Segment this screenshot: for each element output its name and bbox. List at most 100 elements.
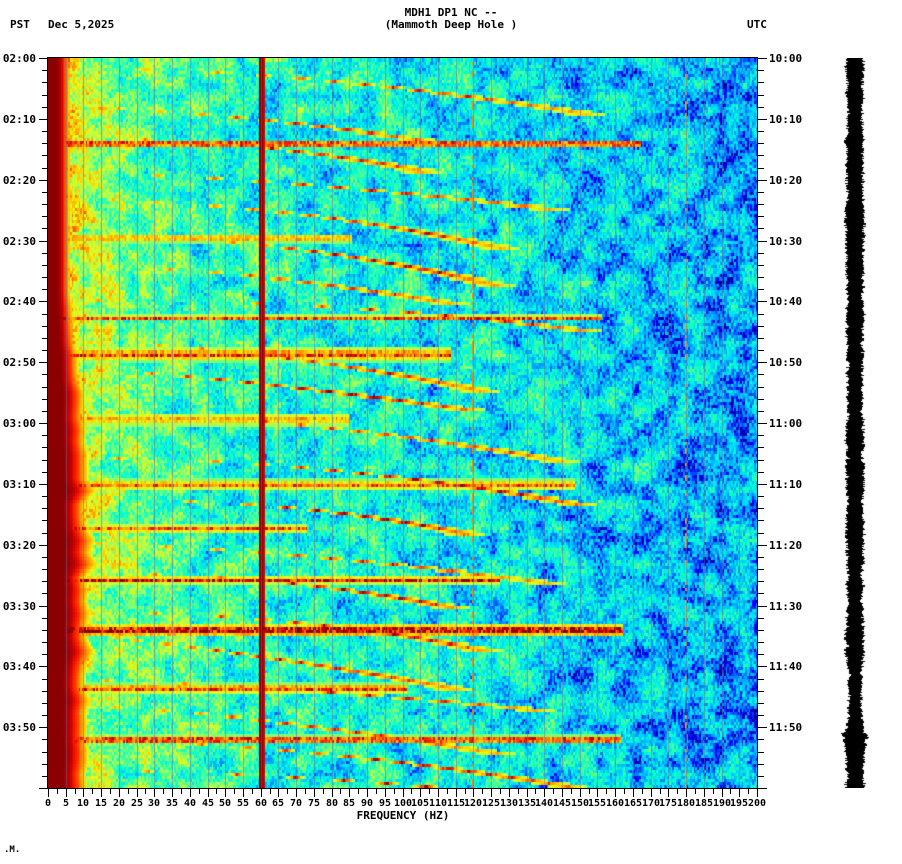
y-axis-tick	[42, 399, 48, 400]
x-axis-minor-tick	[57, 789, 58, 794]
y-axis-tick	[42, 131, 48, 132]
y-axis-tick	[42, 435, 48, 436]
y-axis-tick	[758, 241, 767, 242]
y-axis-tick	[758, 399, 764, 400]
x-axis-frequency-label: 165	[623, 798, 643, 809]
x-axis-tick	[83, 789, 84, 797]
y-axis-tick	[42, 326, 48, 327]
y-axis-tick	[42, 460, 48, 461]
x-axis-frequency-label: 95	[378, 798, 392, 809]
y-axis-tick	[758, 253, 764, 254]
x-axis-minor-tick	[730, 789, 731, 794]
x-axis-tick	[314, 789, 315, 797]
y-axis-tick	[42, 654, 48, 655]
y-axis-right-line	[757, 58, 758, 789]
x-axis-frequency-label: 145	[552, 798, 572, 809]
y-axis-tick	[758, 776, 764, 777]
y-axis-tick	[42, 776, 48, 777]
x-axis-tick	[66, 789, 67, 797]
y-axis-tick	[42, 387, 48, 388]
x-axis-tick	[456, 789, 457, 797]
x-axis-frequency-label: 100	[393, 798, 413, 809]
station-code-title: MDH1 DP1 NC --	[404, 6, 498, 19]
x-axis-frequency-label: 170	[641, 798, 661, 809]
y-axis-tick	[758, 228, 764, 229]
station-name-title: (Mammoth Deep Hole )	[384, 18, 518, 31]
timezone-right-label: UTC	[747, 18, 767, 31]
x-axis-tick	[722, 789, 723, 797]
spectrogram-canvas	[48, 58, 757, 788]
y-axis-tick	[39, 727, 48, 728]
x-axis-frequency-label: 120	[463, 798, 483, 809]
x-axis-minor-tick	[624, 789, 625, 794]
x-axis-frequency-label: 30	[147, 798, 161, 809]
x-axis-tick	[332, 789, 333, 797]
y-axis-tick	[42, 496, 48, 497]
y-axis-tick	[758, 679, 764, 680]
x-axis-tick	[527, 789, 528, 797]
y-axis-tick	[42, 107, 48, 108]
y-axis-tick	[758, 715, 764, 716]
y-axis-tick	[42, 95, 48, 96]
y-axis-tick	[758, 119, 767, 120]
x-axis-frequency-label: 80	[325, 798, 339, 809]
y-axis-right-time-label: 10:00	[769, 52, 803, 65]
y-axis-tick	[758, 545, 767, 546]
y-axis-tick	[42, 374, 48, 375]
x-axis-minor-tick	[323, 789, 324, 794]
x-axis-minor-tick	[535, 789, 536, 794]
y-axis-right-time-label: 11:50	[769, 721, 803, 734]
y-axis-tick	[42, 739, 48, 740]
y-axis-right-time-label: 11:20	[769, 539, 803, 552]
y-axis-tick	[758, 727, 767, 728]
x-axis-tick	[420, 789, 421, 797]
x-axis-minor-tick	[199, 789, 200, 794]
x-axis-frequency-label: 70	[289, 798, 303, 809]
y-axis-tick	[758, 654, 764, 655]
x-axis-tick	[580, 789, 581, 797]
x-axis-frequency-label: 135	[517, 798, 537, 809]
y-axis-tick	[42, 569, 48, 570]
x-axis-minor-tick	[642, 789, 643, 794]
y-axis-right-time-label: 11:10	[769, 478, 803, 491]
y-axis-left-time-label: 03:50	[2, 721, 36, 734]
y-axis-right-time-label: 10:10	[769, 113, 803, 126]
x-axis-minor-tick	[270, 789, 271, 794]
y-axis-right-time-label: 11:40	[769, 660, 803, 673]
y-axis-tick	[42, 508, 48, 509]
y-axis-tick	[758, 301, 767, 302]
y-axis-tick	[39, 545, 48, 546]
y-axis-tick	[42, 630, 48, 631]
y-axis-tick	[42, 204, 48, 205]
x-axis-tick	[48, 789, 49, 797]
x-axis-tick	[137, 789, 138, 797]
y-axis-right-time-label: 10:40	[769, 295, 803, 308]
y-axis-tick	[758, 82, 764, 83]
x-axis-frequency-label: 55	[236, 798, 250, 809]
x-axis-minor-tick	[216, 789, 217, 794]
spectrogram-plot-area	[48, 58, 757, 788]
y-axis-tick	[758, 289, 764, 290]
y-axis-right-time-label: 10:20	[769, 174, 803, 187]
y-axis-tick	[39, 606, 48, 607]
x-axis-frequency-label: 45	[201, 798, 215, 809]
x-axis-tick	[739, 789, 740, 797]
x-axis-minor-tick	[465, 789, 466, 794]
y-axis-tick	[42, 691, 48, 692]
y-axis-right-time-label: 10:30	[769, 235, 803, 248]
x-axis-tick	[509, 789, 510, 797]
y-axis-tick	[758, 107, 764, 108]
y-axis-tick	[39, 119, 48, 120]
x-axis-tick	[349, 789, 350, 797]
x-axis-frequency-label: 15	[94, 798, 108, 809]
x-axis-minor-tick	[75, 789, 76, 794]
x-axis-minor-tick	[589, 789, 590, 794]
x-axis-tick	[243, 789, 244, 797]
x-axis-frequency-label: 75	[307, 798, 321, 809]
y-axis-tick	[42, 679, 48, 680]
y-axis-left-time-label: 02:10	[2, 113, 36, 126]
x-axis-minor-tick	[145, 789, 146, 794]
y-axis-tick	[758, 70, 764, 71]
x-axis-frequency-label: 60	[254, 798, 268, 809]
x-axis-minor-tick	[748, 789, 749, 794]
